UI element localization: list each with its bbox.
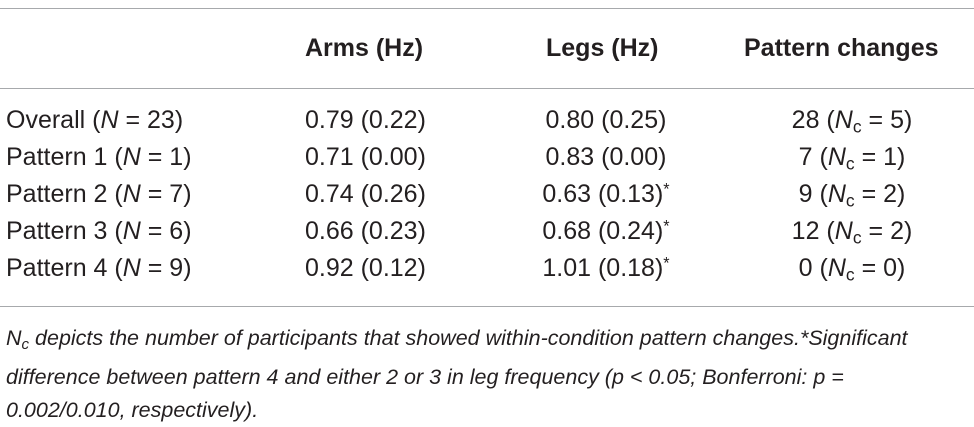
table-row: Overall (N = 23) 0.79 (0.22) 0.80 (0.25)… [0,106,974,142]
table-bottom-rule [0,306,974,307]
pattern-changes-value: 12 (Nc = 2) [791,217,913,248]
table-row: Pattern 4 (N = 9) 0.92 (0.12) 1.01 (0.18… [0,254,974,290]
row-label: Pattern 1 (N = 1) [6,143,192,171]
arms-value: 0.71 (0.00) [305,143,426,171]
header-legs: Legs (Hz) [546,34,659,62]
row-label: Pattern 2 (N = 7) [6,180,192,208]
table-footnote: Nc depicts the number of participants th… [6,326,908,422]
table-top-rule [0,8,974,9]
arms-value: 0.74 (0.26) [305,180,426,208]
arms-value: 0.92 (0.12) [305,254,426,282]
header-arms: Arms (Hz) [305,34,424,62]
row-label: Pattern 3 (N = 6) [6,217,192,245]
table-row: Pattern 1 (N = 1) 0.71 (0.00) 0.83 (0.00… [0,143,974,179]
legs-value: 0.80 (0.25) [545,106,667,134]
pattern-changes-value: 0 (Nc = 0) [798,254,906,285]
legs-value: 0.63 (0.13)* [542,180,670,208]
table-header-rule [0,88,974,89]
header-pattern-changes: Pattern changes [744,34,939,62]
table-row: Pattern 2 (N = 7) 0.74 (0.26) 0.63 (0.13… [0,180,974,216]
legs-value: 0.68 (0.24)* [542,217,670,245]
pattern-changes-value: 28 (Nc = 5) [791,106,913,137]
legs-value: 1.01 (0.18)* [542,254,670,282]
arms-value: 0.79 (0.22) [305,106,426,134]
row-label: Overall (N = 23) [6,106,184,134]
pattern-changes-value: 7 (Nc = 1) [798,143,906,174]
table-row: Pattern 3 (N = 6) 0.66 (0.23) 0.68 (0.24… [0,217,974,253]
row-label: Pattern 4 (N = 9) [6,254,192,282]
legs-value: 0.83 (0.00) [545,143,667,171]
arms-value: 0.66 (0.23) [305,217,426,245]
pattern-changes-value: 9 (Nc = 2) [798,180,906,211]
